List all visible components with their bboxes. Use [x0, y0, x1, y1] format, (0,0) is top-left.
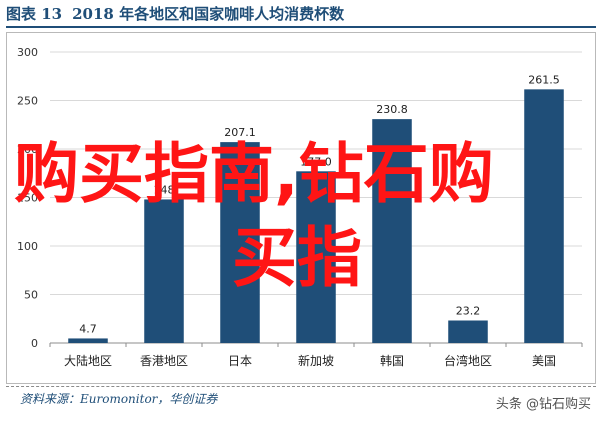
data-label: 23.2	[456, 304, 481, 317]
data-label: 177.0	[300, 155, 332, 168]
data-label: 261.5	[528, 73, 560, 86]
x-tick-label: 香港地区	[140, 354, 188, 368]
source-divider	[6, 386, 596, 387]
watermark-brand: 头条 @钻石购买	[495, 397, 591, 412]
y-tick-label: 300	[17, 46, 38, 59]
title-divider	[6, 26, 596, 28]
overlay-text-line2: 买指	[232, 221, 363, 296]
data-label: 207.1	[224, 126, 256, 139]
bar	[220, 142, 260, 343]
source-note: 资料来源：Euromonitor，华创证券	[20, 392, 218, 406]
x-tick-label: 台湾地区	[444, 353, 492, 368]
data-label: 230.8	[376, 103, 408, 116]
y-tick-label: 200	[17, 143, 38, 156]
chart-frame	[6, 32, 596, 384]
figure-label: 图表 13	[6, 4, 63, 23]
y-tick-label: 50	[24, 289, 38, 302]
data-label: 148	[154, 183, 175, 196]
chart-title: 2018 年各地区和国家咖啡人均消费杯数	[72, 4, 345, 23]
y-tick-label: 150	[17, 192, 38, 205]
bar	[68, 338, 108, 343]
figure-title: 图表 13 2018 年各地区和国家咖啡人均消费杯数	[6, 2, 344, 24]
x-tick-label: 韩国	[380, 353, 404, 368]
bar	[296, 171, 336, 343]
data-label: 4.7	[79, 322, 97, 335]
y-tick-label: 100	[17, 240, 38, 253]
y-tick-label: 250	[17, 95, 38, 108]
overlay-text-line1: 购买指南,钻石购	[14, 137, 494, 212]
bar	[144, 199, 184, 343]
x-tick-label: 美国	[532, 354, 556, 368]
x-tick-label: 日本	[228, 354, 252, 368]
x-tick-label: 新加坡	[298, 353, 334, 368]
bar	[372, 119, 412, 344]
y-tick-label: 0	[31, 337, 38, 350]
bar	[524, 89, 564, 343]
x-tick-label: 大陆地区	[64, 353, 112, 368]
bar	[448, 320, 488, 343]
